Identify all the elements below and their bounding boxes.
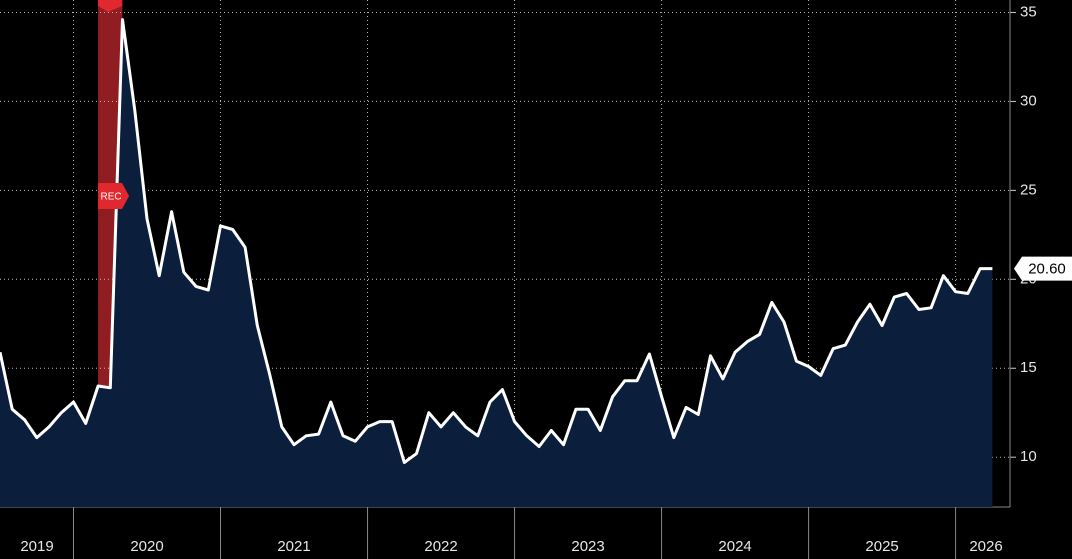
line (0, 18, 993, 464)
x-tick-label: 2024 (718, 538, 751, 555)
x-tick-label: 2022 (424, 538, 457, 555)
area (0, 19, 993, 507)
x-tick-label: 2023 (571, 538, 604, 555)
x-tick-label: 2019 (20, 538, 53, 555)
x-tick-label: 2020 (130, 538, 163, 555)
y-tick-label: 30 (1020, 92, 1037, 109)
y-tick-label: 15 (1020, 359, 1037, 376)
x-tick-label: 2026 (969, 538, 1002, 555)
y-tick-label: 35 (1020, 3, 1037, 20)
recession-tag (98, 183, 130, 209)
recession-label: REC (100, 192, 121, 203)
y-tick-label: 25 (1020, 181, 1037, 198)
recession-tag-top (98, 0, 123, 12)
x-tick-label: 2021 (277, 538, 310, 555)
last-value-box (1014, 256, 1072, 281)
x-tick-label: 2025 (865, 538, 898, 555)
y-tick-label: 10 (1020, 448, 1037, 465)
last-value-label: 20.60 (1028, 261, 1066, 278)
